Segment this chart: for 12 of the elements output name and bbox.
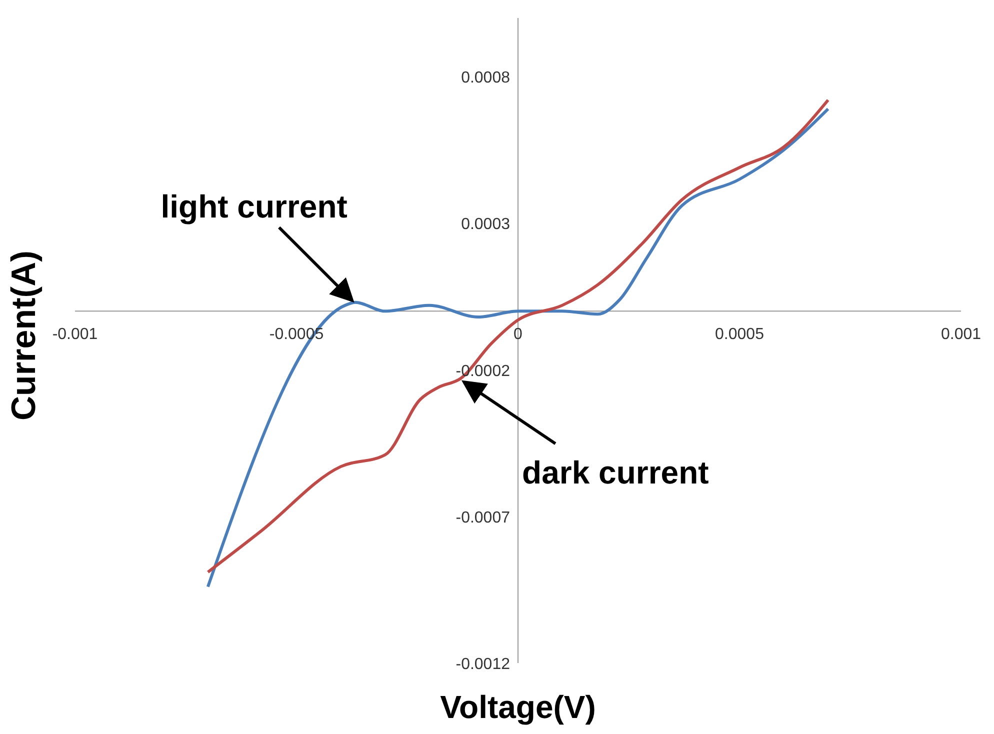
annotation: dark current: [522, 454, 710, 491]
x-tick-label: 0: [514, 326, 523, 344]
y-tick-label: 0.0003: [461, 216, 510, 234]
y-tick-label: -0.0012: [456, 656, 510, 673]
x-tick-label: -0.001: [52, 326, 98, 344]
y-tick-label: -0.0007: [456, 509, 510, 526]
y-tick-label: 0.0008: [461, 70, 510, 87]
y-axis-title: Current(A): [5, 250, 44, 420]
annotation: light current: [160, 188, 348, 224]
x-tick-label: 0.001: [940, 326, 982, 344]
x-tick-label: 0.0005: [715, 326, 764, 344]
x-axis-title: Voltage(V): [440, 689, 596, 725]
